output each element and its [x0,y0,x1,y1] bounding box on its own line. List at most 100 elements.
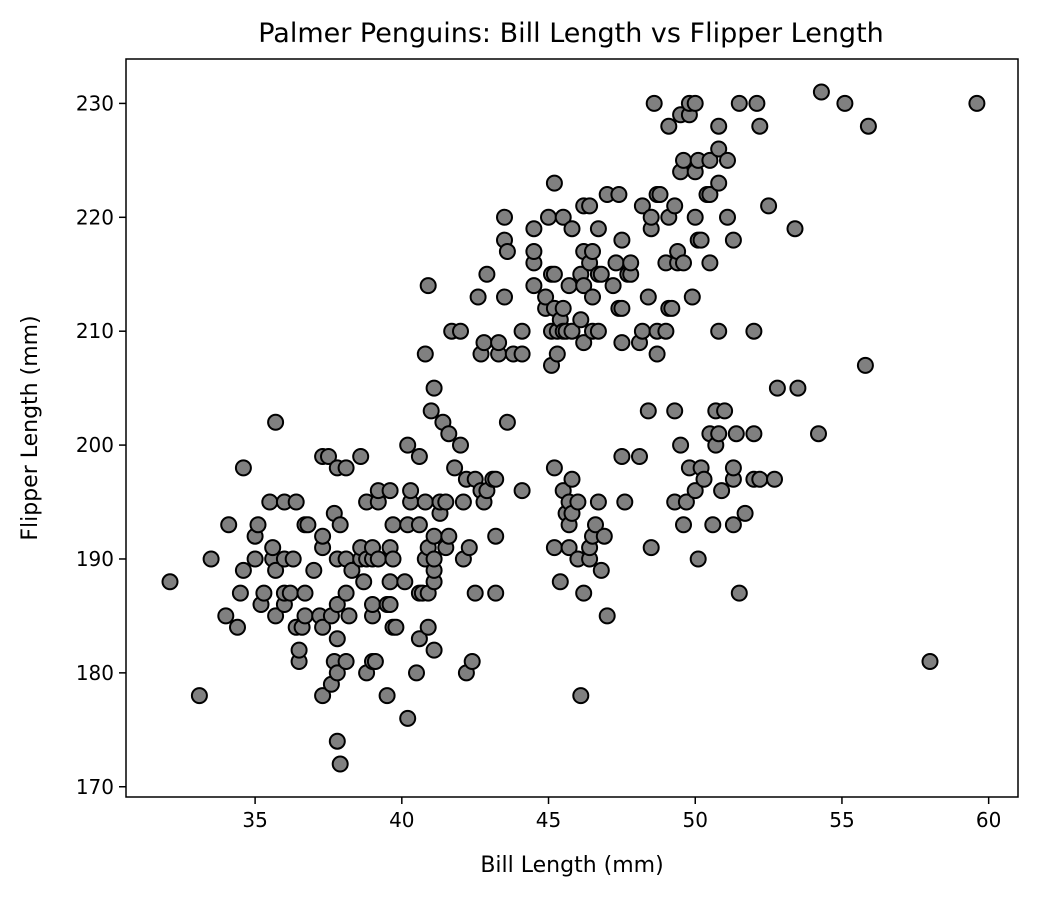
data-point [666,197,684,215]
data-point [328,596,346,613]
data-point [677,493,695,511]
data-point [760,197,778,215]
data-point [525,277,543,295]
data-point [408,664,425,682]
data-point [569,493,587,511]
data-point [290,641,308,659]
data-point [545,265,563,283]
data-point [595,527,613,545]
data-point [498,413,516,431]
data-point [548,345,566,363]
data-point [425,641,443,659]
data-point [381,482,399,500]
data-point [446,459,464,477]
data-point [551,573,569,591]
data-point [422,402,440,420]
data-point [369,550,387,568]
data-point [255,584,273,602]
data-point [364,596,381,613]
data-point [328,664,346,682]
data-point [592,265,610,283]
data-point [672,436,690,454]
data-point [525,220,543,238]
y-tick-label: 230 [76,91,114,115]
data-point [440,527,458,545]
data-point [587,516,604,534]
data-point [352,448,370,465]
x-axis-label: Bill Length (mm) [480,853,663,878]
data-point [396,573,414,591]
data-point [554,208,572,226]
data-point [496,208,513,226]
data-point [466,584,484,602]
data-point [267,607,285,625]
data-point [716,402,734,420]
data-point [751,117,769,135]
data-point [589,493,607,511]
data-point [469,288,487,306]
data-point [651,186,669,203]
data-point [513,345,531,363]
data-point [217,607,235,625]
data-point [675,254,692,272]
y-tick-label: 180 [76,661,114,685]
data-point [584,288,601,306]
data-point [399,709,417,727]
data-point [478,265,496,283]
data-point [575,277,593,295]
data-point [710,322,728,340]
data-point [724,459,742,477]
data-point [633,322,651,340]
data-point [768,379,786,397]
data-point [660,117,678,135]
data-point [337,584,355,602]
data-point [425,550,443,568]
data-point [305,561,323,579]
data-point [545,174,563,192]
data-point [513,482,531,500]
data-point [710,174,728,192]
data-point [554,299,572,317]
data-point [540,208,557,226]
data-point [616,493,634,511]
y-tick-label: 220 [76,205,114,229]
data-point [748,94,766,112]
data-point [454,493,472,511]
data-point [724,231,742,249]
data-point [610,186,628,203]
data-point [581,197,599,215]
data-point [639,288,657,306]
data-point [416,493,434,511]
data-point [563,470,581,488]
data-point [666,402,684,420]
data-point [337,459,355,477]
data-point [642,208,660,226]
data-point [249,516,267,534]
data-point [496,288,513,306]
data-point [613,334,631,352]
data-point [686,482,704,500]
data-point [713,482,731,500]
data-point [410,448,428,465]
data-point [730,584,748,602]
data-point [425,527,443,545]
data-point [490,334,508,352]
data-point [812,83,830,101]
data-point [410,516,428,534]
data-point [463,653,481,670]
data-point [710,425,728,443]
data-point [686,94,704,112]
data-point [340,607,358,625]
data-point [683,288,701,306]
data-point [384,516,402,534]
data-point [475,334,493,352]
x-axis-ticks: 35 40 45 50 55 60 [242,797,1001,832]
data-point [231,584,249,602]
data-point [642,539,660,557]
x-tick-label: 40 [389,808,414,832]
y-tick-label: 200 [76,433,114,457]
data-point [267,413,285,431]
data-point [657,322,675,340]
data-point [701,151,719,169]
data-point [419,618,437,636]
